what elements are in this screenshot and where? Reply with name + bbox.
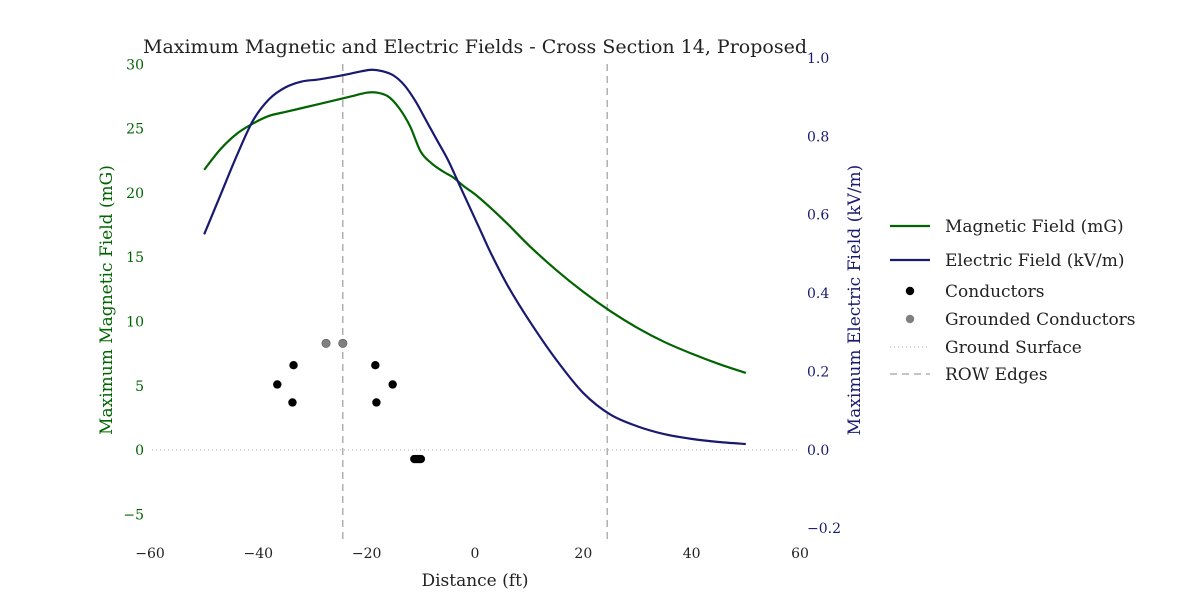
x-axis-ticks: −60 −40 −20 0 20 40 60 bbox=[135, 546, 809, 562]
legend-label: Grounded Conductors bbox=[945, 310, 1136, 330]
x-tick-label: 20 bbox=[574, 546, 592, 562]
x-tick-label: −20 bbox=[352, 546, 382, 562]
grounded-conductor-marker bbox=[321, 338, 331, 348]
left-tick-label: 30 bbox=[126, 57, 144, 73]
right-axis-ticks: −0.2 0.0 0.2 0.4 0.6 0.8 1.0 bbox=[807, 51, 841, 537]
legend-label: ROW Edges bbox=[945, 365, 1048, 385]
conductor-marker bbox=[288, 398, 297, 407]
conductor-marker bbox=[273, 380, 282, 389]
magnetic-field-line bbox=[203, 91, 747, 374]
right-tick-label: 0.8 bbox=[807, 129, 829, 145]
legend-item: ROW Edges bbox=[890, 365, 1048, 385]
conductor-marker bbox=[371, 360, 380, 370]
x-tick-label: 40 bbox=[683, 546, 701, 562]
x-axis-label: Distance (ft) bbox=[421, 571, 528, 591]
legend-item: Grounded Conductors bbox=[905, 310, 1136, 330]
legend-label: Magnetic Field (mG) bbox=[945, 217, 1124, 237]
right-axis-label: Maximum Electric Field (kV/m) bbox=[845, 165, 865, 436]
x-tick-label: 0 bbox=[471, 546, 480, 562]
legend-item: Conductors bbox=[905, 282, 1044, 302]
right-tick-label: 0.2 bbox=[807, 364, 829, 380]
legend-marker-swatch bbox=[905, 314, 915, 324]
x-tick-label: 60 bbox=[791, 546, 809, 562]
right-tick-label: 0.0 bbox=[807, 443, 829, 459]
left-axis-ticks: −5 0 5 10 15 20 25 30 bbox=[123, 57, 144, 523]
electric-field-line bbox=[203, 68, 746, 446]
legend-marker-swatch bbox=[905, 286, 915, 296]
left-tick-label: −5 bbox=[123, 507, 144, 523]
left-tick-label: 25 bbox=[126, 122, 144, 138]
right-tick-label: 0.4 bbox=[807, 286, 829, 302]
conductor-marker bbox=[372, 398, 381, 407]
conductor-markers bbox=[273, 338, 426, 464]
legend-item: Ground Surface bbox=[890, 338, 1082, 358]
right-tick-label: 0.6 bbox=[807, 208, 829, 224]
legend-item: Magnetic Field (mG) bbox=[890, 217, 1124, 237]
legend-label: Ground Surface bbox=[945, 338, 1082, 358]
conductor-marker bbox=[289, 360, 298, 370]
x-tick-label: −60 bbox=[135, 546, 165, 562]
legend-item: Electric Field (kV/m) bbox=[890, 251, 1124, 271]
legend-label: Electric Field (kV/m) bbox=[945, 251, 1124, 271]
left-axis-label: Maximum Magnetic Field (mG) bbox=[97, 165, 117, 435]
grounded-conductor-marker bbox=[338, 338, 348, 348]
row-edges bbox=[342, 64, 608, 542]
left-tick-label: 20 bbox=[126, 186, 144, 202]
legend: Magnetic Field (mG) Electric Field (kV/m)… bbox=[890, 217, 1136, 385]
legend-label: Conductors bbox=[945, 282, 1044, 302]
right-tick-label: −0.2 bbox=[807, 521, 841, 537]
chart-title: Maximum Magnetic and Electric Fields - C… bbox=[143, 36, 807, 58]
conductor-marker bbox=[388, 380, 397, 389]
conductor-marker bbox=[416, 454, 426, 464]
left-tick-label: 10 bbox=[126, 314, 144, 330]
field-curves bbox=[203, 68, 747, 446]
x-tick-label: −40 bbox=[244, 546, 274, 562]
left-tick-label: 5 bbox=[135, 379, 144, 395]
right-tick-label: 1.0 bbox=[807, 51, 829, 67]
left-tick-label: 0 bbox=[135, 443, 144, 459]
left-tick-label: 15 bbox=[126, 250, 144, 266]
